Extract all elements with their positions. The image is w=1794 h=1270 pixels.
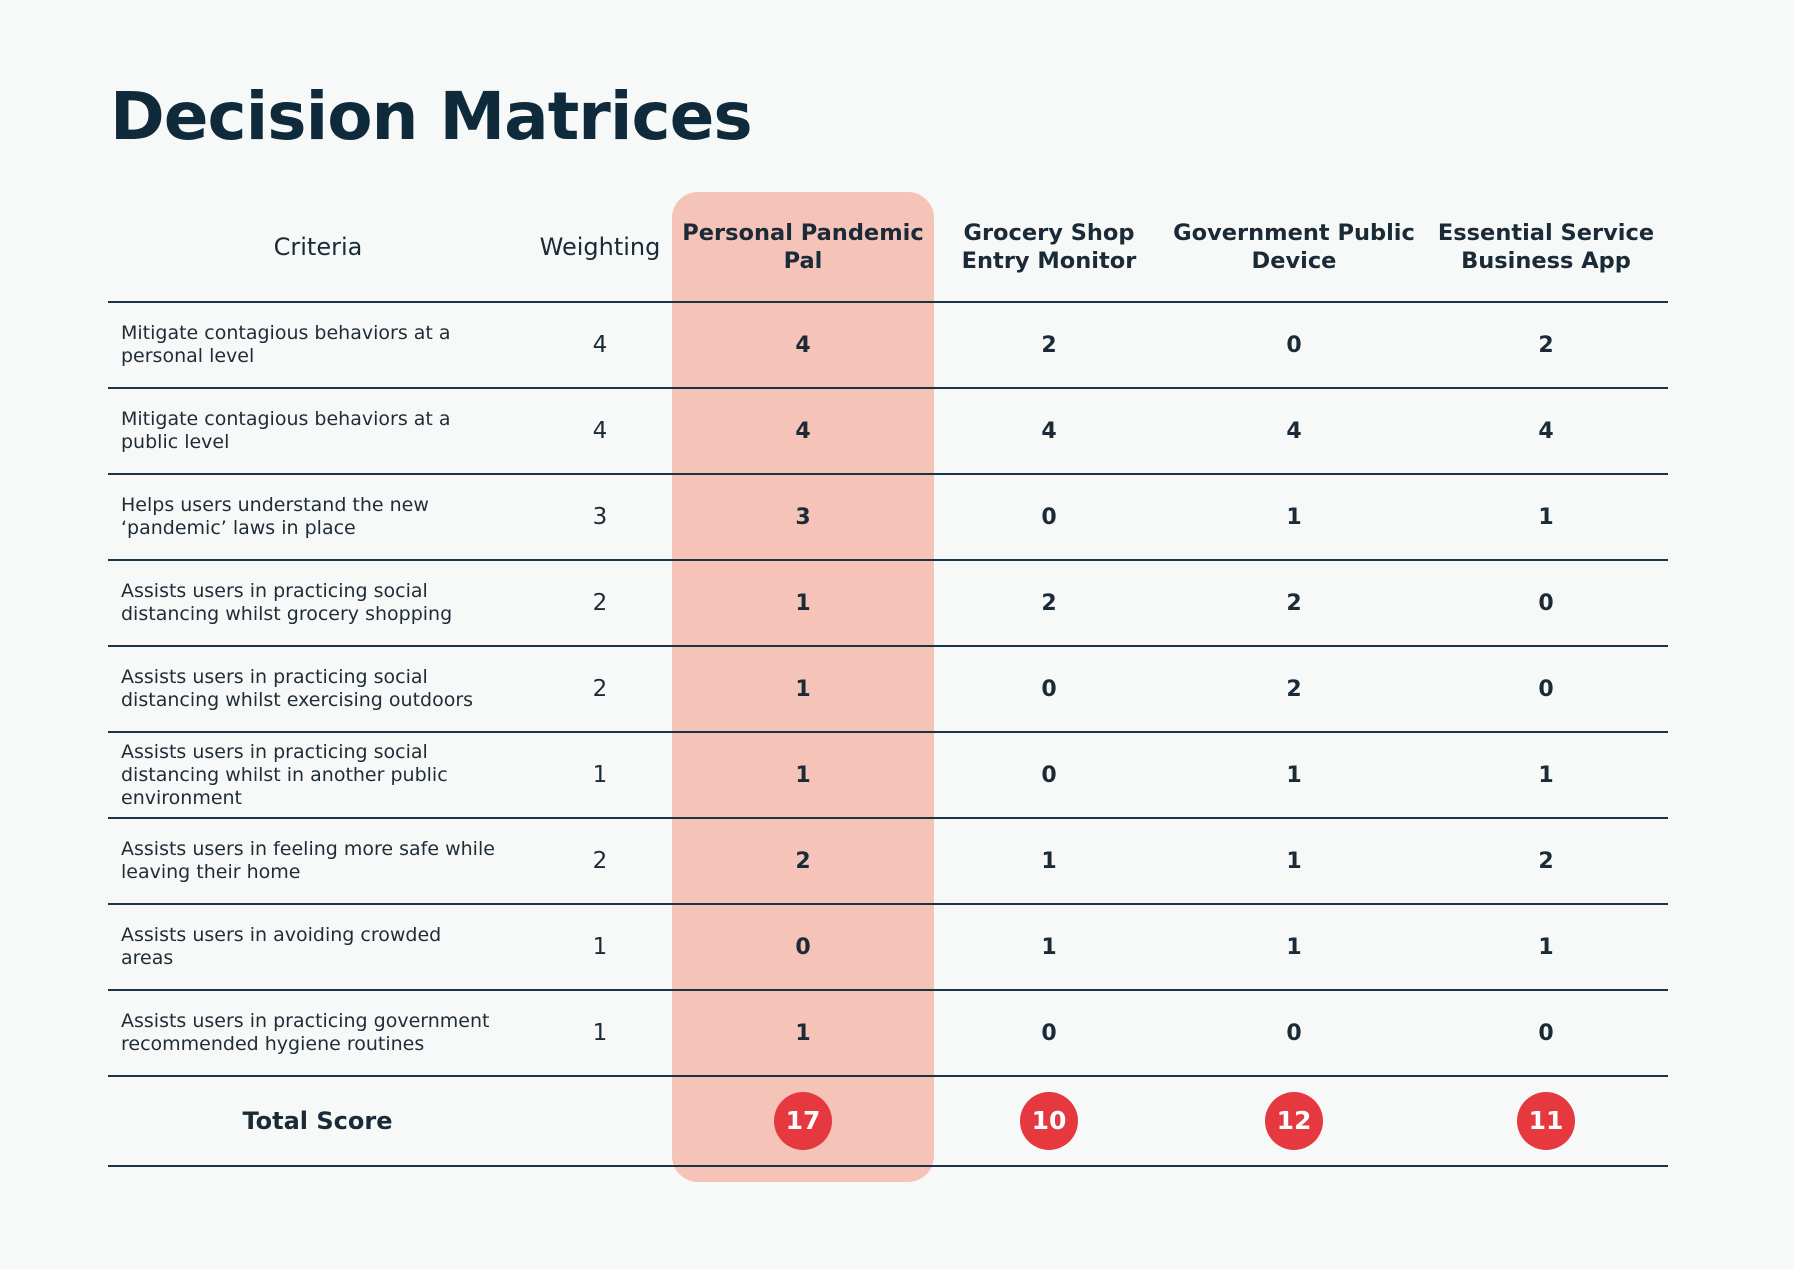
total-score-badge: 11 <box>1517 1092 1575 1150</box>
score-cell: 2 <box>1424 302 1668 389</box>
criteria-cell: Assists users in practicing social dista… <box>108 732 528 819</box>
header-option-grocery-shop-entry-monitor: Grocery Shop Entry Monitor <box>934 192 1164 303</box>
header-option-essential-service-business-app: Essential Service Business App <box>1424 192 1668 303</box>
total-score-badge: 12 <box>1265 1092 1323 1150</box>
score-cell: 4 <box>1164 388 1424 475</box>
score-cell: 0 <box>1424 560 1668 647</box>
total-score-badge: 17 <box>774 1092 832 1150</box>
score-cell: 2 <box>1164 646 1424 733</box>
score-cell: 0 <box>1424 990 1668 1077</box>
table-row: Assists users in practicing social dista… <box>108 732 1668 819</box>
score-cell: 1 <box>1164 818 1424 905</box>
criteria-cell: Assists users in avoiding crowded areas <box>108 904 528 991</box>
criteria-cell: Mitigate contagious behaviors at a publi… <box>108 388 528 475</box>
table-row: Mitigate contagious behaviors at a publi… <box>108 388 1668 475</box>
criteria-cell: Assists users in practicing social dista… <box>108 560 528 647</box>
score-cell: 1 <box>672 732 934 819</box>
page-title: Decision Matrices <box>110 78 753 155</box>
decision-matrix-table: Criteria Weighting Personal Pandemic Pal… <box>108 192 1668 1167</box>
score-cell: 3 <box>672 474 934 561</box>
score-cell: 0 <box>934 990 1164 1077</box>
score-cell: 0 <box>1424 646 1668 733</box>
total-score-row: Total Score 17 10 12 11 <box>108 1076 1668 1167</box>
score-cell: 0 <box>934 646 1164 733</box>
score-cell: 4 <box>672 302 934 389</box>
weighting-cell: 1 <box>528 990 672 1077</box>
table-row: Assists users in practicing social dista… <box>108 560 1668 647</box>
score-cell: 1 <box>1424 904 1668 991</box>
score-cell: 2 <box>672 818 934 905</box>
total-cell: 11 <box>1424 1076 1668 1167</box>
score-cell: 1 <box>1424 732 1668 819</box>
total-score-label: Total Score <box>108 1076 528 1167</box>
header-criteria: Criteria <box>108 192 528 303</box>
header-option-government-public-device: Government Public Device <box>1164 192 1424 303</box>
header-weighting: Weighting <box>528 192 672 303</box>
weighting-cell: 2 <box>528 646 672 733</box>
score-cell: 0 <box>1164 990 1424 1077</box>
header-option-personal-pandemic-pal: Personal Pandemic Pal <box>672 192 934 303</box>
score-cell: 2 <box>934 560 1164 647</box>
score-cell: 4 <box>934 388 1164 475</box>
score-cell: 1 <box>1164 474 1424 561</box>
header-row: Criteria Weighting Personal Pandemic Pal… <box>108 192 1668 303</box>
score-cell: 1 <box>934 904 1164 991</box>
score-cell: 0 <box>672 904 934 991</box>
table-row: Mitigate contagious behaviors at a perso… <box>108 302 1668 389</box>
weighting-cell: 3 <box>528 474 672 561</box>
weighting-cell: 1 <box>528 732 672 819</box>
table-row: Helps users understand the new ‘pandemic… <box>108 474 1668 561</box>
score-cell: 1 <box>1164 732 1424 819</box>
criteria-cell: Assists users in practicing government r… <box>108 990 528 1077</box>
score-cell: 1 <box>672 560 934 647</box>
table-row: Assists users in feeling more safe while… <box>108 818 1668 905</box>
score-cell: 2 <box>934 302 1164 389</box>
table-row: Assists users in practicing social dista… <box>108 646 1668 733</box>
score-cell: 1 <box>1164 904 1424 991</box>
weighting-cell: 1 <box>528 904 672 991</box>
score-cell: 1 <box>1424 474 1668 561</box>
score-cell: 1 <box>934 818 1164 905</box>
table-row: Assists users in practicing government r… <box>108 990 1668 1077</box>
criteria-cell: Assists users in practicing social dista… <box>108 646 528 733</box>
total-score-badge: 10 <box>1020 1092 1078 1150</box>
score-cell: 4 <box>1424 388 1668 475</box>
total-cell: 10 <box>934 1076 1164 1167</box>
score-cell: 0 <box>934 732 1164 819</box>
criteria-cell: Mitigate contagious behaviors at a perso… <box>108 302 528 389</box>
score-cell: 2 <box>1164 560 1424 647</box>
score-cell: 1 <box>672 646 934 733</box>
score-cell: 2 <box>1424 818 1668 905</box>
score-cell: 0 <box>1164 302 1424 389</box>
total-cell: 17 <box>672 1076 934 1167</box>
criteria-cell: Assists users in feeling more safe while… <box>108 818 528 905</box>
weighting-cell: 2 <box>528 560 672 647</box>
score-cell: 4 <box>672 388 934 475</box>
score-cell: 1 <box>672 990 934 1077</box>
score-cell: 0 <box>934 474 1164 561</box>
table-row: Assists users in avoiding crowded areas 1… <box>108 904 1668 991</box>
weighting-cell: 2 <box>528 818 672 905</box>
weighting-cell: 4 <box>528 388 672 475</box>
total-weight-empty <box>528 1076 672 1167</box>
criteria-cell: Helps users understand the new ‘pandemic… <box>108 474 528 561</box>
total-cell: 12 <box>1164 1076 1424 1167</box>
weighting-cell: 4 <box>528 302 672 389</box>
